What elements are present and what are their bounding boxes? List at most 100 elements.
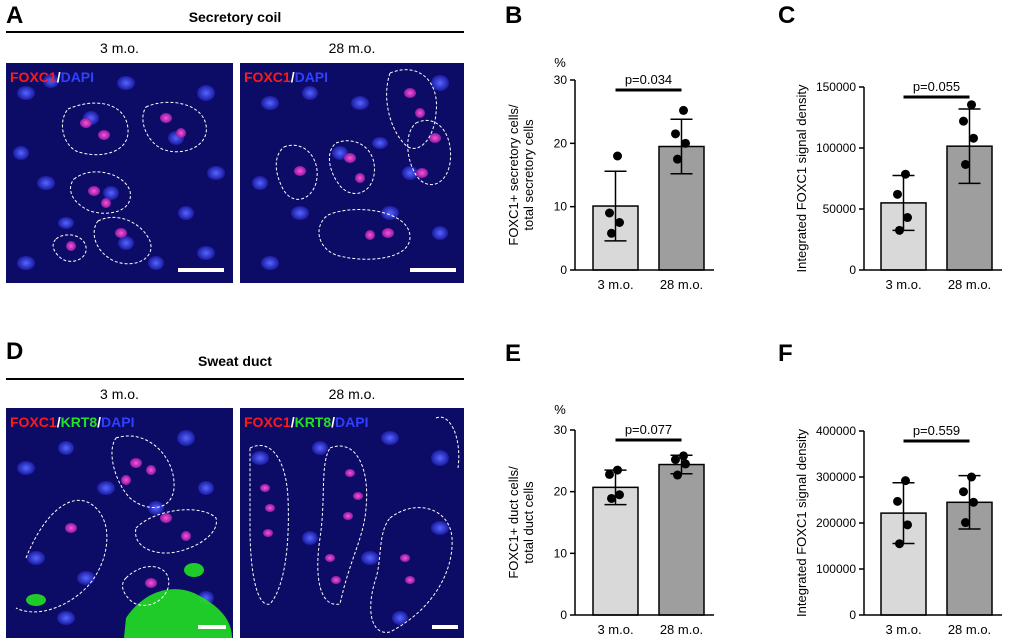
chart-b-unit: % bbox=[554, 55, 566, 70]
panel-letter-b: B bbox=[505, 2, 523, 29]
stain-sep: / bbox=[331, 414, 336, 430]
chart-b-data-point bbox=[607, 228, 616, 238]
chart-f-data-point bbox=[901, 476, 910, 486]
chart-f-data-point bbox=[959, 487, 968, 497]
chart-c-data-point bbox=[903, 213, 912, 223]
stain-foxc1: FOXC1 bbox=[244, 414, 291, 430]
chart-c-data-point bbox=[895, 225, 904, 235]
chart-e-data-point bbox=[615, 490, 624, 500]
chart-f-tick-label: 0 bbox=[849, 608, 856, 622]
chart-f-tick-label: 300000 bbox=[816, 470, 856, 484]
chart-f-data-point bbox=[961, 518, 970, 528]
chart-e-data-point bbox=[673, 470, 682, 480]
chart-f-p-value: p=0.559 bbox=[913, 423, 960, 438]
chart-e-data-point bbox=[681, 459, 690, 469]
chart-e-unit: % bbox=[554, 402, 566, 417]
chart-c-tick-label: 50000 bbox=[823, 202, 857, 216]
stain-foxc1: FOXC1 bbox=[10, 414, 57, 430]
chart-b-tick-label: 30 bbox=[554, 73, 568, 87]
chart-e-tick-label: 0 bbox=[560, 608, 567, 622]
chart-e-bar bbox=[658, 463, 705, 616]
chart-c-p-value: p=0.055 bbox=[913, 79, 960, 94]
chart-f-data-point bbox=[895, 539, 904, 549]
chart-f-category-label: 3 m.o. bbox=[885, 622, 921, 637]
chart-b-y-label-line: FOXC1+ secretory cells/ bbox=[506, 104, 521, 246]
top-right-age-label: 28 m.o. bbox=[328, 40, 376, 56]
micrograph-duct-28mo-image bbox=[249, 416, 460, 633]
chart-b-p-value: p=0.034 bbox=[625, 72, 672, 87]
stain-dapi: DAPI bbox=[101, 414, 135, 430]
stain-dapi: DAPI bbox=[294, 69, 329, 85]
chart-b-y-label: FOXC1+ secretory cells/total secretory c… bbox=[506, 104, 536, 246]
chart-e-data-point bbox=[671, 455, 680, 465]
stain-sep: / bbox=[56, 414, 61, 430]
stain-sep: / bbox=[290, 414, 295, 430]
chart-b-tick-label: 10 bbox=[554, 200, 568, 214]
chart-f-data-point bbox=[967, 472, 976, 482]
chart-f-category-label: 28 m.o. bbox=[948, 622, 991, 637]
chart-b-data-point bbox=[673, 154, 682, 164]
chart-c-data-point bbox=[893, 189, 902, 199]
chart-f-tick-label: 400000 bbox=[816, 424, 856, 438]
chart-e-category-label: 28 m.o. bbox=[660, 622, 703, 637]
micrograph-secretory-3mo-image bbox=[13, 74, 225, 270]
chart-e-data-point bbox=[605, 469, 614, 479]
chart-e-data-point bbox=[613, 465, 622, 475]
scale-bar bbox=[410, 268, 456, 272]
micrograph-secretory-28mo-image bbox=[252, 69, 452, 270]
sweat-duct-rule bbox=[6, 378, 464, 380]
chart-e-y-label-line: total duct cells bbox=[521, 481, 536, 564]
chart-f-data-point bbox=[969, 497, 978, 507]
chart-e-tick-label: 10 bbox=[554, 546, 568, 560]
chart-f-data-point bbox=[893, 496, 902, 506]
chart-c-data-point bbox=[959, 116, 968, 126]
stain-label-bottom-right: FOXC1/KRT8/DAPI bbox=[244, 414, 368, 430]
chart-e-tick-label: 20 bbox=[554, 485, 568, 499]
chart-f-tick-label: 200000 bbox=[816, 516, 856, 530]
chart-b-data-point bbox=[679, 105, 688, 115]
chart-e-p-value: p=0.077 bbox=[625, 422, 672, 437]
chart-c-category-label: 3 m.o. bbox=[885, 277, 921, 292]
chart-b-tick-label: 0 bbox=[560, 263, 567, 277]
stain-krt8: KRT8 bbox=[294, 414, 332, 430]
chart-b-tick-label: 20 bbox=[554, 136, 568, 150]
chart-f-y-label: Integrated FOXC1 signal density bbox=[794, 429, 809, 617]
micrograph-secretory-3mo: FOXC1/DAPI bbox=[6, 63, 233, 283]
panel-letter-d: D bbox=[6, 338, 24, 365]
stain-sep: / bbox=[97, 414, 102, 430]
micrograph-duct-3mo: FOXC1/KRT8/DAPI bbox=[6, 408, 233, 638]
chart-b-data-point bbox=[671, 129, 680, 139]
chart-b-category-label: 3 m.o. bbox=[597, 277, 633, 292]
chart-c-data-point bbox=[967, 100, 976, 110]
sweat-duct-title: Sweat duct bbox=[198, 353, 272, 369]
panel-letter-c: C bbox=[778, 2, 796, 29]
chart-e-y-label-line: FOXC1+ duct cells/ bbox=[506, 466, 521, 579]
chart-b-data-point bbox=[681, 138, 690, 148]
stain-label-top-right: FOXC1/DAPI bbox=[244, 69, 328, 85]
scale-bar bbox=[432, 625, 458, 629]
micrograph-duct-3mo-image bbox=[15, 430, 232, 638]
panel-letter-e: E bbox=[505, 340, 522, 367]
bottom-right-age-label: 28 m.o. bbox=[328, 386, 376, 402]
stain-foxc1: FOXC1 bbox=[10, 69, 57, 85]
stain-label-bottom-left: FOXC1/KRT8/DAPI bbox=[10, 414, 134, 430]
chart-c-data-point bbox=[901, 169, 910, 179]
chart-c-category-label: 28 m.o. bbox=[948, 277, 991, 292]
chart-c-tick-label: 0 bbox=[849, 263, 856, 277]
chart-c-data-point bbox=[961, 159, 970, 169]
stain-krt8: KRT8 bbox=[60, 414, 98, 430]
micrograph-secretory-28mo: FOXC1/DAPI bbox=[240, 63, 464, 283]
stain-dapi: DAPI bbox=[60, 69, 95, 85]
stain-foxc1: FOXC1 bbox=[244, 69, 291, 85]
chart-b-y-label-line: total secretory cells bbox=[521, 119, 536, 231]
panel-letter-a: A bbox=[6, 2, 24, 29]
chart-c-y-label: Integrated FOXC1 signal density bbox=[794, 84, 809, 272]
chart-b-category-label: 28 m.o. bbox=[660, 277, 703, 292]
secretory-coil-title: Secretory coil bbox=[188, 9, 282, 25]
stain-sep: / bbox=[290, 69, 295, 85]
bottom-left-age-label: 3 m.o. bbox=[100, 386, 139, 402]
chart-f-data-point bbox=[903, 520, 912, 530]
chart-b-data-point bbox=[615, 218, 624, 227]
stain-label-top-left: FOXC1/DAPI bbox=[10, 69, 94, 85]
